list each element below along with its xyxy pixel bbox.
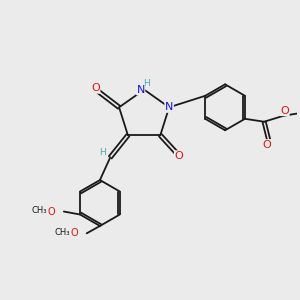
Text: O: O (70, 228, 78, 238)
Text: O: O (175, 151, 183, 161)
Text: N: N (136, 85, 145, 94)
Text: H: H (99, 148, 105, 157)
Text: CH₃: CH₃ (32, 206, 47, 215)
Text: O: O (47, 206, 55, 217)
Text: CH₃: CH₃ (55, 228, 70, 237)
Text: H: H (143, 79, 150, 88)
Text: N: N (165, 102, 173, 112)
Text: O: O (91, 83, 100, 93)
Text: O: O (263, 140, 272, 150)
Text: O: O (280, 106, 289, 116)
